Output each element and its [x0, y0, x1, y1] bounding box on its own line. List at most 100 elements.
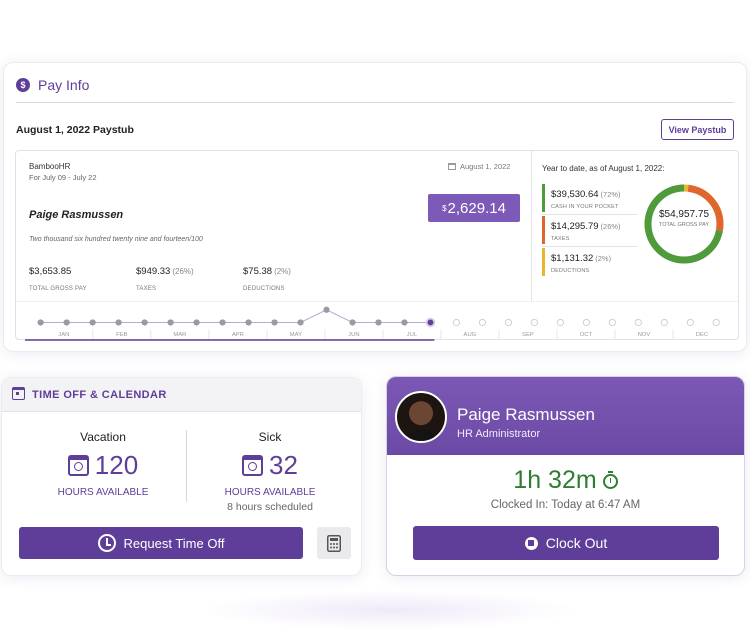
- stop-icon: [524, 536, 538, 550]
- timeline-future-dot[interactable]: [556, 318, 565, 327]
- timeline-future-dot[interactable]: [582, 318, 590, 327]
- paystub-date: August 1, 2022: [448, 162, 510, 171]
- ytd-value: $14,295.79: [551, 221, 599, 232]
- currency-symbol: $: [442, 203, 447, 213]
- clock-out-button[interactable]: Clock Out: [413, 526, 719, 560]
- time-off-card: TIME OFF & CALENDAR Vacation 120 HOURS A…: [1, 377, 362, 576]
- pay-period: For July 09 - July 22: [29, 173, 97, 182]
- dollar-icon: $: [16, 78, 30, 92]
- timeline-month-label: AUG: [464, 332, 477, 338]
- timeline-month-label: JAN: [58, 332, 69, 338]
- timeline-future-dot[interactable]: [530, 318, 539, 327]
- balance-hours: 120: [94, 450, 139, 480]
- timeline-month-label: FEB: [116, 332, 127, 338]
- timeline-month-label: SEP: [522, 332, 534, 338]
- calculator-button[interactable]: [317, 527, 351, 559]
- background-glow: [200, 590, 580, 630]
- ytd-label: TAXES: [551, 236, 570, 242]
- stat-deductions: $75.38 (2%) DEDUCTIONS: [243, 261, 291, 292]
- stat-taxes: $949.33 (26%) TAXES: [136, 261, 194, 292]
- timeline-future-dot[interactable]: [660, 318, 668, 327]
- timeline-paystub-dot[interactable]: [89, 319, 96, 326]
- timeline-month-label: NOV: [638, 332, 651, 338]
- timeline-paystub-dot[interactable]: [349, 319, 356, 326]
- stat-value: $949.33: [136, 266, 171, 277]
- ytd-summary: Year to date, as of August 1, 2022: $39,…: [531, 151, 740, 301]
- ytd-value: $39,530.64: [551, 189, 599, 200]
- timeline-month-label: OCT: [580, 332, 593, 338]
- timeline-paystub-dot[interactable]: [271, 319, 278, 326]
- stat-pct: (2%): [274, 267, 291, 276]
- timeline-month-label: APR: [232, 332, 244, 338]
- paystub-date-text: August 1, 2022: [460, 162, 511, 171]
- ytd-pct: (26%): [600, 222, 621, 231]
- balance-row: 120: [18, 450, 188, 481]
- timeline-paystub-dot[interactable]: [297, 319, 304, 326]
- balance-hours: 32: [269, 450, 298, 480]
- timeline-line: [40, 309, 431, 323]
- timeline-paystub-dot[interactable]: [167, 319, 174, 326]
- timeline-paystub-dot[interactable]: [219, 319, 226, 326]
- timeline-month-label: MAY: [290, 332, 302, 338]
- ytd-row-deductions: $1,131.32 (2%) DEDUCTIONS: [542, 248, 632, 276]
- calendar-clock-icon: [67, 455, 89, 476]
- ytd-row-cash: $39,530.64 (72%) CASH IN YOUR POCKET: [542, 184, 632, 212]
- timeline-month-label: JUN: [348, 332, 359, 338]
- company-name: BambooHR: [29, 162, 71, 171]
- pay-info-title: Pay Info: [38, 77, 90, 93]
- view-paystub-button[interactable]: View Paystub: [661, 119, 734, 140]
- timeline-future-dot[interactable]: [608, 318, 616, 327]
- timeline-paystub-dot[interactable]: [245, 319, 252, 326]
- timeline-paystub-dot[interactable]: [115, 319, 122, 326]
- timeline-paystub-dot[interactable]: [401, 319, 408, 326]
- timeline-future-dot[interactable]: [452, 318, 461, 327]
- balance-label: HOURS AVAILABLE: [224, 487, 316, 498]
- time-off-title: TIME OFF & CALENDAR: [32, 389, 167, 401]
- stat-label: TOTAL GROSS PAY: [29, 286, 87, 292]
- balance-label: HOURS AVAILABLE: [57, 487, 149, 498]
- stat-pct: (26%): [172, 267, 194, 276]
- employee-name: Paige Rasmussen: [457, 405, 595, 424]
- timeline-paystub-dot[interactable]: [375, 319, 382, 326]
- stat-label: TAXES: [136, 286, 157, 292]
- ytd-total-value: $54,957.75: [658, 209, 710, 220]
- timeline-future-dot[interactable]: [478, 318, 487, 327]
- paystub-summary: BambooHR For July 09 - July 22 August 1,…: [16, 151, 531, 301]
- employee-name: Paige Rasmussen: [29, 209, 124, 221]
- pay-info-header: $ Pay Info: [16, 77, 89, 93]
- pay-info-card: $ Pay Info August 1, 2022 Paystub View P…: [3, 62, 747, 352]
- clocked-in-text: Clocked In: Today at 6:47 AM: [490, 499, 641, 511]
- balance-row: 32: [185, 450, 355, 481]
- paystub-heading: August 1, 2022 Paystub: [16, 124, 134, 136]
- employee-role: HR Administrator: [457, 428, 541, 440]
- timeline-future-dot[interactable]: [712, 318, 720, 327]
- stat-value: $75.38: [243, 266, 273, 277]
- timeline-paystub-dot[interactable]: [37, 319, 44, 326]
- stat-gross-pay: $3,653.85 TOTAL GROSS PAY: [29, 261, 87, 292]
- balance-type: Vacation: [80, 430, 126, 444]
- timeline-paystub-dot[interactable]: [425, 317, 436, 328]
- ytd-title: Year to date, as of August 1, 2022:: [542, 164, 665, 173]
- amount-in-words: Two thousand six hundred twenty nine and…: [29, 236, 203, 243]
- vacation-balance: Vacation 120 HOURS AVAILABLE: [18, 430, 188, 498]
- avatar: [395, 391, 447, 443]
- timeline-month-label: JUL: [407, 332, 418, 338]
- scheduled-hours: 8 hours scheduled: [227, 501, 313, 513]
- divider: [186, 430, 187, 502]
- timeline-paystub-dot[interactable]: [193, 319, 200, 326]
- clock-header: Paige Rasmussen HR Administrator: [387, 377, 744, 455]
- timeline-future-dot[interactable]: [686, 318, 694, 327]
- timeline-future-dot[interactable]: [634, 318, 642, 327]
- ytd-pct: (72%): [600, 190, 621, 199]
- timeline-month-label: MAR: [173, 332, 186, 338]
- donut-slice-taxes: [644, 184, 724, 264]
- request-time-off-button[interactable]: Request Time Off: [19, 527, 303, 559]
- donut-slice-deductions: [644, 184, 724, 264]
- timeline-paystub-dot[interactable]: [63, 319, 70, 326]
- timeline-paystub-dot[interactable]: [323, 306, 330, 313]
- timeline-future-dot[interactable]: [504, 318, 513, 327]
- timeline-month-label: DEC: [696, 332, 708, 338]
- timeline-paystub-dot[interactable]: [141, 319, 148, 326]
- paystub-panel: BambooHR For July 09 - July 22 August 1,…: [15, 150, 740, 341]
- ytd-row-taxes: $14,295.79 (26%) TAXES: [542, 216, 632, 244]
